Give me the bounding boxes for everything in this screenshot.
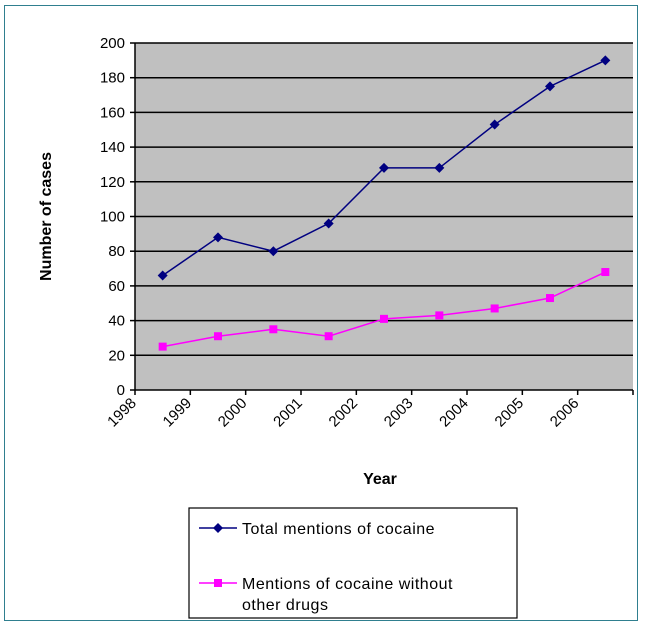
- x-tick-label: 2004: [436, 395, 472, 431]
- data-point: [435, 311, 444, 320]
- series-1: [157, 55, 611, 281]
- y-tick-label: 20: [108, 347, 125, 364]
- data-point: [546, 294, 554, 303]
- data-point: [379, 162, 389, 173]
- y-tick-label: 200: [100, 35, 125, 52]
- y-tick-label: 160: [100, 104, 125, 121]
- data-point: [158, 342, 167, 351]
- data-point: [213, 232, 223, 243]
- x-tick-label: 1998: [104, 395, 140, 431]
- data-point: [600, 55, 611, 66]
- data-point: [489, 119, 500, 130]
- legend-label: Total mentions of cocaine: [242, 521, 435, 538]
- y-axis-title: Number of cases: [38, 152, 55, 281]
- line-chart: 0 20 40 60 80 100 120 140 160 180 200 1998 1999 2000…: [38, 35, 634, 619]
- y-tick-label: 0: [117, 382, 125, 399]
- data-point: [323, 218, 334, 229]
- data-point: [269, 325, 278, 334]
- x-tick-label: 2006: [547, 395, 583, 431]
- data-point: [324, 332, 333, 341]
- data-point: [545, 81, 555, 92]
- x-tick-label: 2005: [492, 395, 528, 431]
- x-axis-title: Year: [363, 471, 397, 488]
- y-tick-label: 60: [108, 278, 125, 295]
- y-tick-label: 100: [100, 209, 125, 226]
- y-tick-labels: 0 20 40 60 80 100 120 140 160 180 200: [100, 35, 125, 399]
- legend-label: Mentions of cocaine without: [242, 576, 453, 593]
- data-point: [601, 268, 610, 277]
- legend-box: [188, 507, 518, 619]
- legend-swatch-marker: [213, 523, 223, 533]
- x-tick-label: 2001: [270, 395, 306, 431]
- x-tick-label: 2002: [326, 395, 362, 431]
- data-point: [214, 332, 222, 341]
- y-tick-label: 40: [108, 313, 125, 330]
- series: [157, 55, 611, 351]
- x-tick-labels: 1998 1999 2000 2001 2002 2003 2004 2005 2006: [104, 395, 582, 431]
- data-point: [268, 246, 279, 257]
- legend-swatch-marker: [214, 579, 222, 587]
- legend: Total mentions of cocaine Mentions of coc…: [188, 507, 518, 619]
- series-2: [158, 268, 610, 351]
- y-tick-label: 80: [108, 243, 125, 260]
- data-point: [157, 270, 168, 281]
- x-tick-label: 2003: [381, 395, 417, 431]
- y-tick-label: 120: [100, 174, 125, 191]
- x-tick-label: 2000: [215, 395, 251, 431]
- y-tick-label: 180: [100, 70, 125, 87]
- legend-entry-1: Total mentions of cocaine: [199, 521, 435, 538]
- legend-entry-2: Mentions of cocaine without other drugs: [199, 576, 453, 614]
- chart-frame: 0 20 40 60 80 100 120 140 160 180 200 1998 1999 2000…: [4, 5, 638, 621]
- legend-label: other drugs: [242, 597, 328, 614]
- axes: [130, 42, 634, 395]
- data-point: [490, 304, 499, 313]
- data-point: [380, 314, 388, 323]
- data-point: [434, 162, 445, 173]
- x-tick-label: 1999: [160, 395, 196, 431]
- y-tick-label: 140: [100, 139, 125, 156]
